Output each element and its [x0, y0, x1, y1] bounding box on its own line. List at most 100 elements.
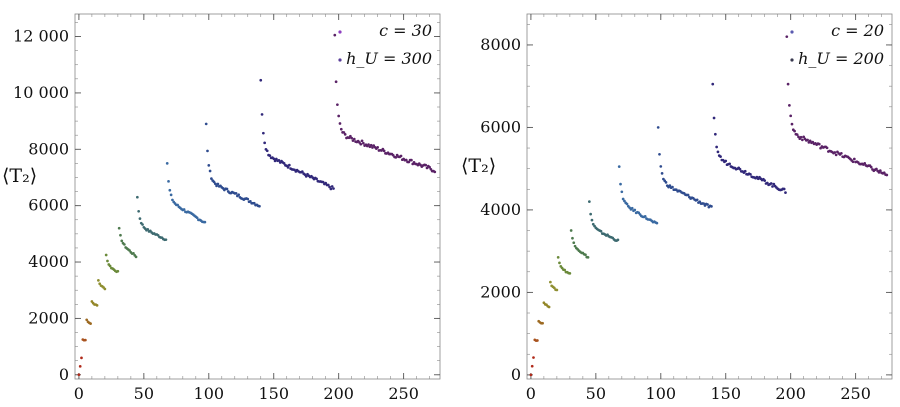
- data-point: [556, 255, 560, 259]
- data-point: [146, 227, 150, 231]
- data-point: [300, 170, 304, 173]
- data-point: [817, 142, 821, 146]
- data-point: [763, 179, 767, 182]
- data-point: [801, 138, 804, 142]
- data-point: [262, 131, 265, 135]
- y-tick-label: 6000: [28, 196, 69, 215]
- x-tick-label: 200: [323, 384, 354, 403]
- data-point: [590, 218, 594, 222]
- y-tick-label: 4000: [480, 200, 521, 219]
- data-points: [77, 33, 437, 377]
- data-point: [204, 122, 208, 126]
- data-point: [541, 321, 544, 325]
- data-point: [360, 139, 364, 143]
- legend-marker: [338, 58, 342, 62]
- data-point: [265, 149, 269, 153]
- data-point: [532, 356, 535, 359]
- data-point: [404, 158, 408, 162]
- data-point: [568, 272, 572, 275]
- x-tick-label: 0: [74, 384, 84, 403]
- data-point: [371, 146, 374, 149]
- data-point: [321, 180, 325, 184]
- data-point: [572, 241, 576, 245]
- data-point: [738, 167, 742, 171]
- data-point: [885, 173, 889, 177]
- data-point: [833, 151, 837, 154]
- data-point: [530, 364, 534, 368]
- data-point: [213, 182, 217, 186]
- x-tick-label: 250: [388, 384, 419, 403]
- data-point: [771, 185, 774, 188]
- data-point: [206, 149, 209, 153]
- data-point: [252, 201, 256, 205]
- data-point: [433, 170, 437, 174]
- data-point: [169, 193, 173, 197]
- data-point: [659, 165, 663, 168]
- y-tick-label: 8000: [28, 139, 69, 158]
- data-point: [394, 156, 398, 159]
- data-point: [330, 185, 334, 188]
- data-point: [98, 282, 102, 286]
- data-point: [834, 153, 838, 157]
- data-point: [785, 35, 789, 39]
- chart-panel-1: 0 50 100 150 200 250 0 2000 4000 6000 8000 10 000 12…: [2, 13, 441, 403]
- y-tick-label: 8000: [480, 35, 521, 54]
- data-point: [686, 193, 690, 197]
- x-tick-label: 50: [586, 384, 606, 403]
- data-point: [259, 78, 263, 82]
- data-point: [616, 238, 620, 242]
- x-tick-label: 150: [710, 384, 741, 403]
- data-point: [878, 169, 882, 172]
- data-point: [286, 165, 290, 169]
- data-point: [695, 198, 699, 202]
- data-point: [660, 172, 664, 175]
- data-point: [719, 155, 722, 158]
- data-point: [869, 165, 873, 169]
- data-point: [77, 373, 81, 377]
- data-point: [97, 279, 100, 282]
- data-point: [643, 214, 647, 218]
- data-point: [664, 181, 668, 184]
- data-point: [671, 185, 674, 189]
- data-point: [782, 187, 786, 191]
- data-point: [304, 175, 308, 178]
- data-point: [558, 261, 561, 265]
- legend-entry: h_U = 300: [346, 49, 432, 68]
- legend-entry: h_U = 200: [798, 49, 884, 68]
- data-point: [716, 150, 720, 154]
- data-point: [216, 182, 220, 186]
- data-point: [165, 162, 169, 165]
- data-point: [328, 185, 331, 189]
- data-point: [324, 181, 328, 185]
- data-point: [168, 188, 172, 192]
- data-point: [793, 129, 796, 133]
- legend-marker: [790, 58, 794, 62]
- data-point: [714, 132, 717, 136]
- data-point: [120, 239, 124, 243]
- data-point: [712, 116, 716, 120]
- data-point: [108, 264, 112, 268]
- data-point: [336, 103, 339, 107]
- data-point: [799, 135, 803, 139]
- data-point: [769, 182, 773, 185]
- data-point: [263, 141, 266, 145]
- data-point: [167, 179, 170, 183]
- data-point: [258, 204, 261, 208]
- data-point: [702, 202, 706, 205]
- data-point: [362, 141, 365, 145]
- data-point: [617, 165, 621, 168]
- data-point: [806, 138, 809, 142]
- data-point: [599, 229, 603, 233]
- data-point: [790, 122, 794, 126]
- data-point: [563, 268, 567, 272]
- data-point: [789, 114, 793, 118]
- data-point: [656, 126, 660, 129]
- data-point: [802, 135, 806, 139]
- data-point: [350, 136, 354, 140]
- data-point: [573, 244, 577, 248]
- data-point: [326, 183, 330, 187]
- data-point: [277, 159, 281, 162]
- data-point: [547, 305, 551, 309]
- data-point: [176, 203, 179, 207]
- data-point: [80, 356, 83, 360]
